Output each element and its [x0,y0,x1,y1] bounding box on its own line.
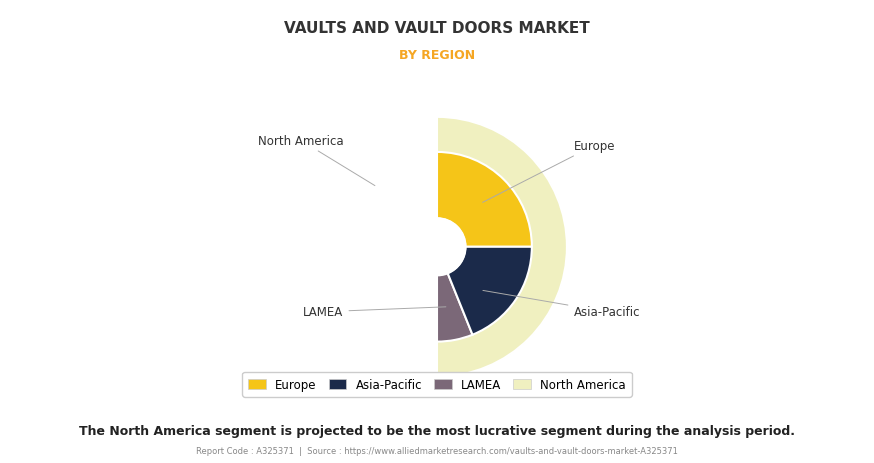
Circle shape [408,219,466,276]
Text: BY REGION: BY REGION [399,49,475,62]
Wedge shape [437,274,473,342]
Text: Europe: Europe [482,140,615,203]
Text: The North America segment is projected to be the most lucrative segment during t: The North America segment is projected t… [79,424,795,437]
Legend: Europe, Asia-Pacific, LAMEA, North America: Europe, Asia-Pacific, LAMEA, North Ameri… [242,372,632,397]
Text: VAULTS AND VAULT DOORS MARKET: VAULTS AND VAULT DOORS MARKET [284,21,590,36]
Wedge shape [437,153,532,247]
Text: North America: North America [258,134,375,186]
Text: Asia-Pacific: Asia-Pacific [483,291,640,319]
Text: Report Code : A325371  |  Source : https://www.alliedmarketresearch.com/vaults-a: Report Code : A325371 | Source : https:/… [196,446,678,455]
Wedge shape [447,247,532,335]
Wedge shape [437,118,567,377]
Text: LAMEA: LAMEA [303,306,446,319]
